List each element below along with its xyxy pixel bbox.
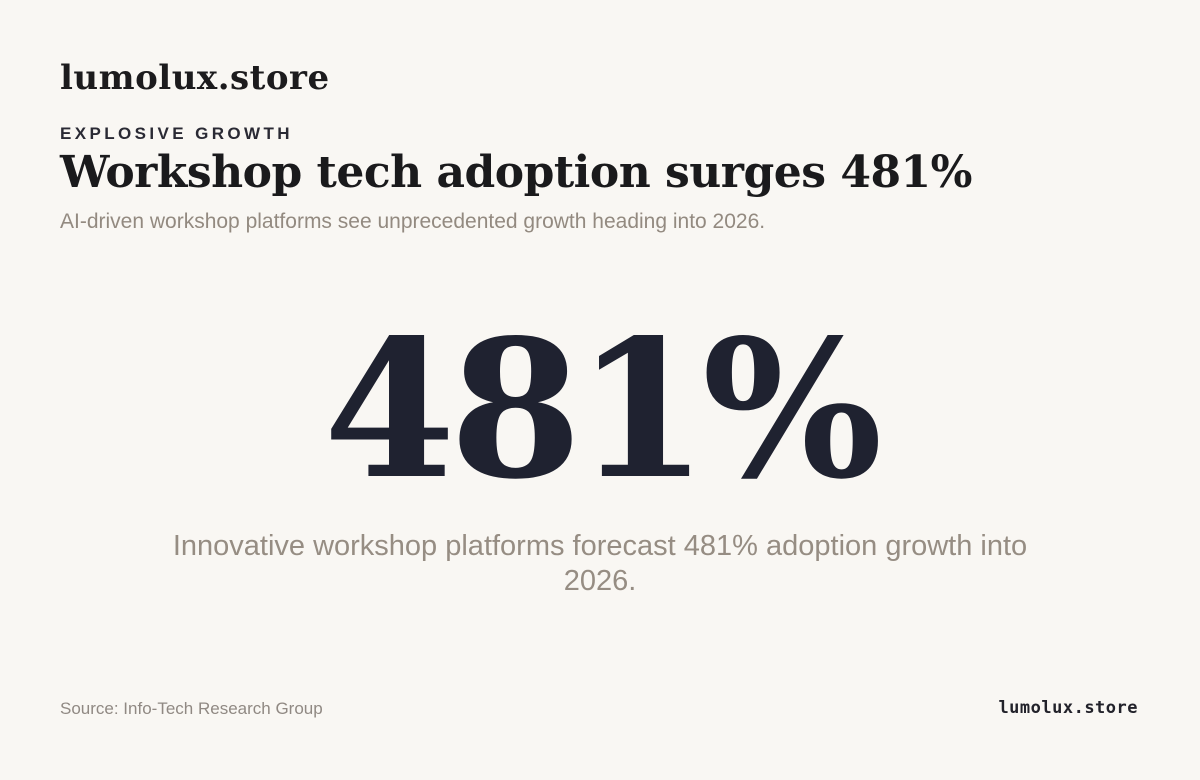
source-note: Source: Info-Tech Research Group [60, 699, 323, 718]
page-subtitle: AI-driven workshop platforms see unprece… [60, 210, 766, 233]
hero-statistic: 481% [323, 298, 882, 521]
brand-logo-text: lumolux.store [60, 58, 330, 98]
footer-brand: lumolux.store [998, 698, 1138, 718]
eyebrow-label: EXPLOSIVE GROWTH [60, 124, 293, 143]
page-title: Workshop tech adoption surges 481% [60, 147, 972, 198]
statistic-caption: Innovative workshop platforms forecast 4… [172, 530, 1028, 597]
